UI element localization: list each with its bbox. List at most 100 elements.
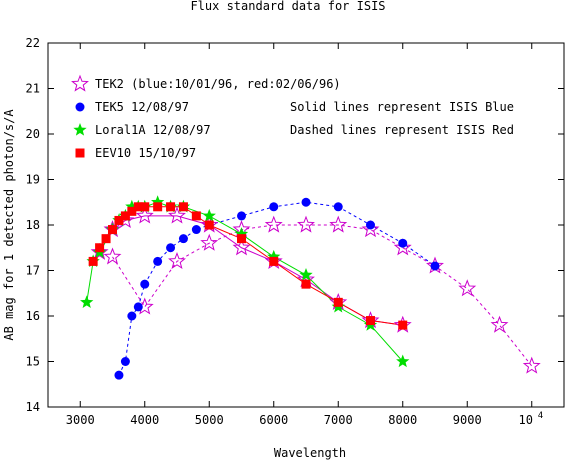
data-point-series-2 — [267, 249, 281, 263]
data-point-series-1 — [301, 197, 311, 207]
data-point-series-3 — [108, 225, 117, 235]
data-point-series-1 — [153, 256, 163, 266]
data-point-series-1 — [120, 357, 130, 366]
data-point-series-0 — [297, 215, 315, 233]
legend-label-0: TEK2 (blue:10/01/96, red:02/06/96) — [95, 77, 341, 91]
data-point-series-3 — [120, 211, 130, 221]
data-point-series-1 — [269, 202, 279, 212]
chart-title: Flux standard data for ISIS — [190, 0, 385, 13]
y-tick-label: 14 — [26, 400, 40, 414]
data-point-series-3 — [133, 202, 143, 212]
data-point-series-1 — [366, 220, 375, 230]
series-line-2-solid — [86, 201, 404, 362]
data-point-series-3 — [178, 202, 188, 212]
data-point-series-0 — [361, 220, 380, 238]
x-tick-label: 8000 — [388, 413, 417, 427]
data-point-series-3 — [114, 215, 124, 225]
data-point-series-3 — [204, 220, 214, 230]
data-point-series-3 — [95, 243, 105, 253]
y-tick-label: 18 — [26, 218, 40, 232]
data-point-series-0 — [232, 238, 251, 256]
data-point-series-1 — [398, 238, 408, 248]
data-point-series-3 — [333, 297, 343, 307]
legend-marker-3 — [75, 148, 85, 158]
x-tick-label: 5000 — [195, 413, 224, 427]
x-tick-label: 4000 — [130, 413, 159, 427]
x-tick-label: 3000 — [66, 413, 95, 427]
data-point-series-0 — [90, 242, 109, 260]
legend-marker-0 — [71, 74, 89, 92]
data-point-series-1 — [191, 225, 201, 235]
data-point-series-1 — [140, 279, 150, 289]
legend-label-3: EEV10 15/10/97 — [95, 146, 196, 160]
data-point-series-3 — [269, 256, 279, 266]
series-line-0-solid — [99, 215, 403, 326]
data-point-series-1 — [114, 370, 124, 380]
annotation-dashed-lines: Dashed lines represent ISIS Red — [290, 123, 514, 137]
data-point-series-1 — [133, 302, 143, 312]
x-tick-label: 9000 — [453, 413, 482, 427]
data-point-series-0 — [264, 215, 283, 233]
data-point-series-0 — [329, 215, 348, 233]
annotation-solid-lines: Solid lines represent ISIS Blue — [290, 100, 514, 114]
y-tick-label: 16 — [26, 309, 40, 323]
legend-marker-1 — [75, 102, 85, 112]
x-tick-label: 7000 — [324, 413, 353, 427]
series-line-1-dashed — [118, 201, 436, 376]
x-tick-label: 6000 — [259, 413, 288, 427]
data-point-series-3 — [191, 211, 201, 221]
data-point-series-0 — [490, 315, 509, 333]
axis-ticks: 3000 4000 5000 6000 7000 8000 9000 10 4 14 15 16 17 1… — [26, 36, 564, 427]
data-point-series-2 — [299, 268, 313, 281]
x-tick-label: 10 — [519, 413, 533, 427]
x-tick-label-exponent: 4 — [538, 411, 543, 421]
y-tick-label: 20 — [26, 127, 40, 141]
data-point-series-3 — [88, 256, 98, 266]
data-point-series-1 — [166, 243, 176, 253]
data-point-series-0 — [200, 233, 219, 251]
data-point-series-3 — [153, 202, 163, 212]
data-point-series-2 — [150, 195, 165, 208]
data-point-series-1 — [127, 311, 137, 321]
legend-label-1: TEK5 12/08/97 — [95, 100, 189, 114]
y-tick-label: 15 — [26, 355, 40, 369]
series-lines — [86, 201, 533, 376]
data-point-series-3 — [127, 206, 137, 216]
data-point-series-3 — [398, 320, 408, 330]
data-point-series-2 — [396, 354, 410, 368]
data-point-series-3 — [237, 234, 246, 244]
data-point-series-0 — [135, 206, 154, 224]
data-point-series-2 — [202, 208, 216, 222]
data-point-series-2 — [80, 295, 94, 309]
series-line-0-dashed — [112, 224, 533, 367]
data-point-series-1 — [333, 202, 343, 212]
data-point-series-1 — [237, 211, 246, 221]
y-tick-label: 22 — [26, 36, 40, 50]
data-point-series-0 — [168, 206, 186, 224]
y-tick-label: 21 — [26, 82, 40, 96]
data-point-series-0 — [103, 247, 122, 265]
legend: TEK2 (blue:10/01/96, red:02/06/96) TEK5 1… — [71, 74, 341, 160]
data-point-series-3 — [301, 279, 311, 289]
data-point-series-1 — [430, 261, 440, 271]
x-axis-label: Wavelength — [274, 446, 346, 460]
legend-marker-2 — [73, 123, 87, 136]
y-axis-label: AB mag for 1 detected photon/s/A — [2, 109, 16, 341]
y-tick-label: 17 — [26, 264, 40, 278]
data-point-series-3 — [366, 316, 375, 326]
series-markers — [80, 195, 541, 380]
data-point-series-0 — [393, 238, 412, 256]
data-point-series-1 — [178, 234, 188, 244]
data-point-series-0 — [458, 279, 477, 297]
legend-label-2: Loral1A 12/08/97 — [95, 123, 211, 137]
data-point-series-3 — [101, 234, 111, 244]
data-point-series-3 — [166, 202, 176, 212]
y-tick-label: 19 — [26, 173, 40, 187]
data-point-series-2 — [125, 199, 139, 213]
data-point-series-2 — [234, 227, 249, 240]
data-point-series-0 — [168, 251, 186, 270]
data-point-series-3 — [140, 202, 150, 212]
data-point-series-0 — [522, 356, 541, 374]
